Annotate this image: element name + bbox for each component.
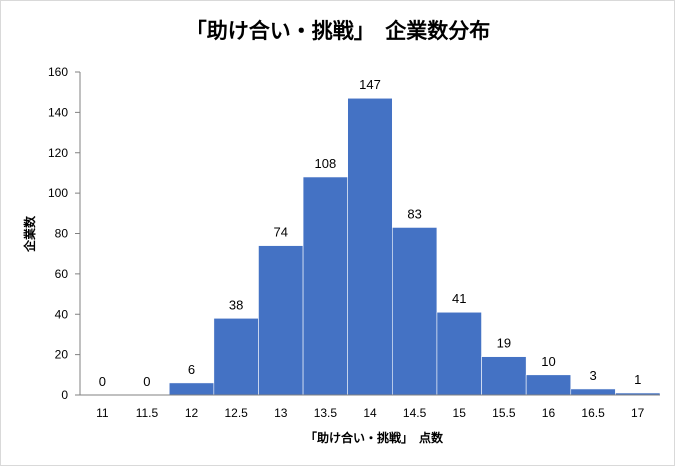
y-tick-label-100: 100 — [48, 186, 68, 200]
y-tick-label-20: 20 — [55, 348, 69, 362]
y-tick-label-120: 120 — [48, 146, 68, 160]
data-label-14: 147 — [359, 77, 381, 92]
data-label-15: 41 — [452, 291, 466, 306]
bar-16 — [525, 374, 572, 396]
x-axis-title: 「助け合い・挑戦」 点数 — [305, 430, 444, 445]
x-tick-label-15: 15 — [453, 406, 467, 420]
y-tick-label-0: 0 — [61, 388, 68, 402]
bar-12.5 — [213, 317, 259, 396]
data-label-16.5: 3 — [589, 368, 596, 383]
bar-14 — [347, 97, 393, 396]
y-tick-label-140: 140 — [48, 105, 68, 119]
bar-12 — [168, 382, 215, 396]
y-axis-ticks: 0 20 40 60 80 100 120 140 160 — [48, 65, 80, 402]
y-tick-label-160: 160 — [48, 65, 68, 79]
data-label-13.5: 108 — [315, 156, 337, 171]
x-tick-label-12.5: 12.5 — [224, 406, 248, 420]
bar-15.5 — [481, 356, 527, 396]
data-label-11: 0 — [99, 374, 106, 389]
data-label-14.5: 83 — [407, 206, 421, 221]
data-label-12: 6 — [188, 362, 195, 377]
x-tick-label-11.5: 11.5 — [136, 406, 159, 420]
data-labels-group: 0 0 6 38 74 108 147 83 41 19 10 3 1 — [99, 77, 642, 389]
bar-13.5 — [302, 176, 348, 396]
bar-15 — [436, 311, 482, 396]
x-tick-label-17: 17 — [631, 406, 645, 420]
x-tick-label-14: 14 — [363, 406, 377, 420]
y-axis-title: 企業数 — [22, 215, 37, 253]
data-label-15.5: 19 — [497, 336, 511, 351]
data-label-12.5: 38 — [229, 297, 243, 312]
data-label-17: 1 — [634, 372, 641, 387]
x-tick-label-12: 12 — [185, 406, 199, 420]
y-tick-label-40: 40 — [55, 307, 69, 321]
x-tick-label-15.5: 15.5 — [492, 406, 516, 420]
x-axis-ticks: 11 11.5 12 12.5 13 13.5 14 14.5 15 15.5 16 16.5 17 — [96, 406, 645, 420]
x-tick-label-16.5: 16.5 — [581, 406, 605, 420]
chart-title: 「助け合い・挑戦」 企業数分布 — [186, 19, 491, 43]
bar-13 — [258, 245, 304, 396]
y-tick-label-80: 80 — [55, 227, 69, 241]
data-label-16: 10 — [541, 354, 555, 369]
x-tick-label-11: 11 — [96, 406, 109, 420]
x-tick-label-14.5: 14.5 — [403, 406, 427, 420]
x-tick-label-13: 13 — [274, 406, 288, 420]
bar-14.5 — [392, 227, 438, 396]
bar-16.5 — [570, 388, 616, 396]
bars-group — [168, 97, 661, 396]
data-label-13: 74 — [274, 225, 288, 240]
y-tick-label-60: 60 — [55, 267, 69, 281]
data-label-11.5: 0 — [143, 374, 150, 389]
x-tick-label-16: 16 — [542, 406, 556, 420]
x-tick-label-13.5: 13.5 — [314, 406, 338, 420]
